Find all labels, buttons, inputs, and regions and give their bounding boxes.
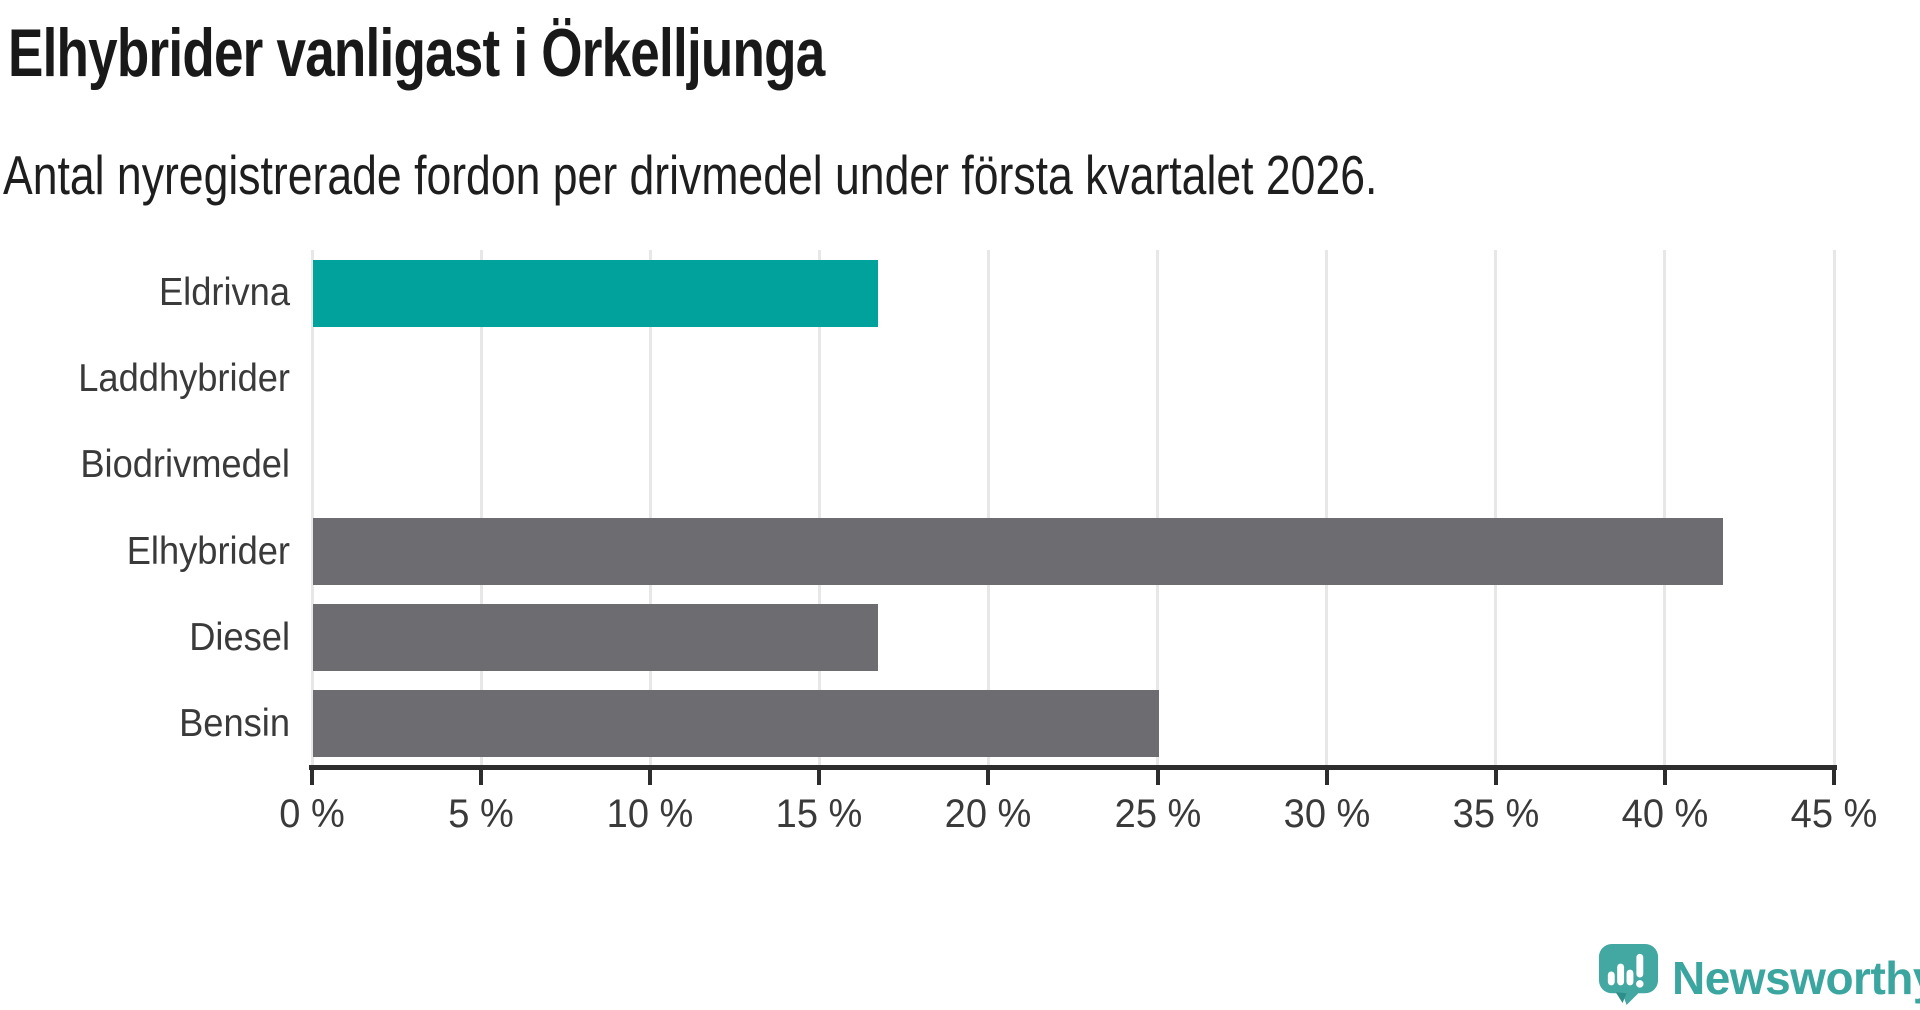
gridline (1325, 250, 1329, 767)
category-label: Eldrivna (158, 271, 290, 315)
gridline (1832, 250, 1836, 767)
newsworthy-logo-icon (1597, 943, 1660, 1010)
gridline (1663, 250, 1667, 767)
gridline (648, 250, 652, 767)
tick-mark (1493, 770, 1498, 785)
brand-footer: Newsworthy (1597, 943, 1920, 1010)
bar-diesel (313, 604, 878, 672)
tick-mark (1832, 770, 1836, 785)
tick-label: 0 % (279, 792, 345, 836)
tick-mark (817, 770, 822, 785)
tick-label: 45 % (1790, 792, 1878, 836)
chart-title: Elhybrider vanligast i Örkelljunga (8, 15, 825, 91)
tick-mark (310, 770, 314, 785)
gridline (1494, 250, 1498, 767)
x-axis-line (309, 765, 1837, 770)
brand-name: Newsworthy (1672, 952, 1920, 1004)
tick-mark (986, 770, 991, 785)
tick-label: 35 % (1452, 792, 1540, 836)
gridline (310, 250, 314, 767)
gridline (986, 250, 990, 767)
tick-label: 20 % (945, 792, 1032, 836)
tick-label: 25 % (1114, 792, 1201, 836)
gridline (1156, 250, 1160, 767)
tick-mark (479, 770, 484, 785)
bar-elhybrider (313, 518, 1724, 586)
category-label: Biodrivmedel (80, 443, 290, 487)
tick-mark (1155, 770, 1160, 785)
tick-mark (648, 770, 653, 785)
tick-label: 30 % (1283, 792, 1370, 836)
bar-bensin (313, 690, 1159, 758)
category-label: Laddhybrider (78, 357, 291, 401)
category-label: Bensin (179, 701, 290, 745)
tick-label: 15 % (776, 792, 863, 836)
tick-label: 10 % (606, 792, 694, 836)
bar-eldrivna (313, 259, 878, 327)
tick-label: 40 % (1621, 792, 1709, 836)
tick-label: 5 % (448, 792, 514, 836)
tick-mark (1324, 770, 1329, 785)
gridline (479, 250, 483, 767)
category-label: Diesel (189, 615, 290, 659)
gridline (817, 250, 821, 767)
chart-subtitle: Antal nyregistrerade fordon per drivmede… (3, 144, 1378, 206)
tick-mark (1662, 770, 1667, 785)
category-label: Elhybrider (126, 529, 290, 573)
